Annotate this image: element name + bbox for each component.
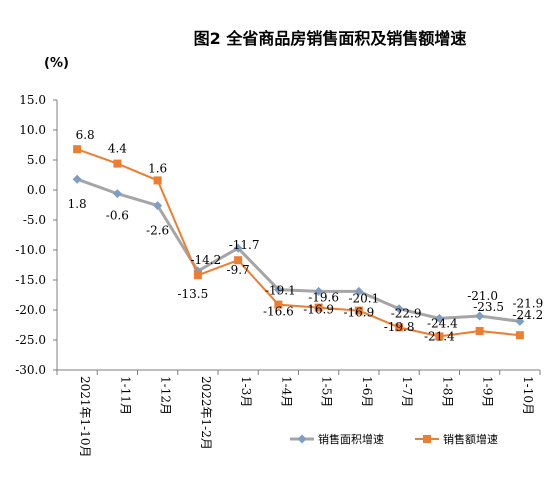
data-point	[354, 286, 364, 296]
data-label: 6.8	[76, 128, 95, 142]
data-point	[515, 316, 525, 326]
legend: 销售面积增速 销售额增速	[290, 432, 498, 446]
data-point	[112, 189, 122, 199]
data-point	[153, 201, 163, 211]
data-point	[193, 271, 202, 280]
y-tick-label: -5.0	[23, 213, 46, 227]
data-point	[475, 311, 485, 321]
data-point	[394, 304, 404, 314]
y-tick-label: -15.0	[15, 273, 46, 287]
y-tick-label: -30.0	[15, 363, 46, 377]
x-tick-label: 2022年1-2月	[199, 376, 213, 450]
data-label: -13.5	[177, 287, 208, 301]
data-point	[73, 145, 82, 154]
x-tick-label: 1-12月	[159, 376, 173, 415]
y-tick-label: -10.0	[15, 243, 46, 257]
data-label: -24.2	[512, 308, 543, 322]
y-tick-label: 5.0	[27, 153, 46, 167]
data-label: -24.4	[427, 316, 458, 330]
x-tick-label: 1-6月	[360, 376, 374, 407]
data-point	[274, 300, 283, 309]
legend-item: 销售面积增速	[290, 432, 384, 446]
x-tick-label: 1-4月	[279, 376, 293, 407]
series-amount	[73, 145, 524, 341]
y-tick-label: 15.0	[19, 93, 46, 107]
data-label: -9.7	[227, 263, 250, 277]
data-point	[234, 256, 243, 265]
data-label: -16.9	[303, 302, 334, 316]
data-label: -11.7	[229, 238, 260, 252]
data-label: -21.4	[424, 329, 455, 343]
data-point	[233, 243, 243, 253]
y-tick-label: 10.0	[19, 123, 46, 137]
data-label: -2.6	[146, 224, 169, 238]
legend-label: 销售面积增速	[318, 432, 384, 446]
data-label: 1.6	[148, 161, 167, 175]
data-label: -22.9	[391, 306, 422, 320]
data-point	[515, 331, 524, 340]
legend-label: 销售额增速	[443, 432, 498, 446]
y-tick-label: -25.0	[15, 333, 46, 347]
x-tick-label: 1-8月	[440, 376, 454, 407]
legend-marker	[423, 435, 431, 443]
data-point	[395, 323, 404, 332]
data-label: -19.1	[265, 284, 296, 298]
data-labels: 1.8 -0.6 -2.6 -13.5 -9.7 -16.6 -16.9 -16.9 -19.8…	[68, 128, 544, 343]
data-label: -21.9	[512, 296, 543, 310]
data-point	[153, 176, 162, 185]
data-point	[113, 159, 122, 168]
data-label: 1.8	[68, 197, 87, 211]
data-label: -0.6	[106, 209, 129, 223]
series-line	[76, 177, 521, 323]
legend-marker	[297, 434, 307, 444]
data-label: -16.6	[263, 305, 294, 319]
data-label: -23.5	[473, 300, 504, 314]
x-tick-label: 1-7月	[400, 376, 414, 407]
data-point	[435, 332, 444, 341]
y-tick-label: -20.0	[15, 303, 46, 317]
y-tick-label: 0.0	[27, 183, 46, 197]
x-tick-label: 1-5月	[320, 376, 334, 407]
y-unit-label: (%)	[44, 56, 69, 71]
axes: 15.0 10.0 5.0 0.0 -5.0 -10.0 -15.0 -20.0 -25.0 -3…	[15, 93, 541, 458]
x-tick-label: 1-9月	[481, 376, 495, 407]
chart-title: 图2 全省商品房销售面积及销售额增速	[194, 29, 467, 48]
data-label: -21.0	[467, 289, 498, 303]
data-point	[72, 174, 82, 184]
data-point	[314, 303, 323, 312]
data-point	[475, 327, 484, 335]
legend-item: 销售额增速	[415, 432, 498, 446]
x-tick-label: 1-3月	[239, 376, 253, 407]
x-tick-label: 1-10月	[521, 376, 535, 415]
data-point	[314, 286, 324, 296]
series-line	[76, 148, 520, 338]
data-label: -16.9	[343, 305, 374, 319]
data-point	[354, 306, 363, 315]
data-label: -20.1	[348, 292, 379, 306]
data-label: -14.2	[190, 253, 221, 267]
x-tick-label: 1-11月	[118, 376, 132, 415]
series-area	[72, 174, 525, 326]
data-label: -19.8	[384, 320, 415, 334]
series-layer	[72, 145, 525, 341]
data-label: -19.6	[308, 291, 339, 305]
data-point	[273, 285, 283, 295]
data-point	[434, 313, 444, 323]
data-label: 4.4	[108, 142, 127, 156]
x-tick-label: 2021年1-10月	[78, 376, 92, 458]
